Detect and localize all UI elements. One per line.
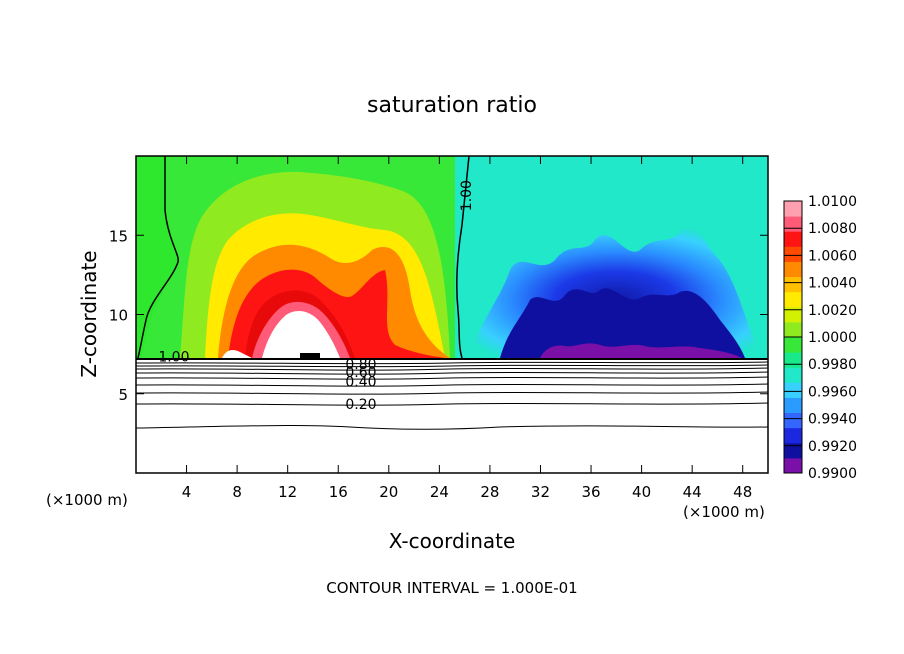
colorbar-swatch [784, 427, 802, 444]
colorbar-swatch [784, 231, 802, 247]
colorbar-swatch [784, 276, 802, 293]
x-tick-label: 36 [581, 483, 600, 501]
field-cloud-white-2 [222, 350, 252, 358]
colorbar-swatch [784, 397, 802, 414]
contour-label: 0.60 [345, 365, 376, 381]
contour-line [136, 361, 768, 365]
y-tick-label: 5 [118, 386, 128, 404]
contour-line-1-00-right [456, 156, 470, 359]
contour-line [136, 371, 768, 375]
contour-label: 1.00 [158, 349, 189, 365]
x-unit-left: (×1000 m) [46, 491, 128, 509]
y-tick-label: 10 [109, 307, 128, 325]
x-axis-label: X-coordinate [389, 529, 516, 553]
contour-line [136, 424, 768, 430]
field-cloud-white [262, 310, 340, 358]
y-axis-ticks: 5 10 15 [109, 227, 768, 404]
colorbar-swatch [784, 382, 802, 398]
colorbar-swatch [784, 412, 802, 429]
x-tick-label: 48 [733, 483, 752, 501]
colorbar-tick-label: 1.0020 [808, 303, 857, 319]
x-tick-label: 8 [232, 483, 242, 501]
terrain-bump [300, 353, 320, 358]
colorbar-swatch [784, 246, 802, 262]
x-tick-label: 12 [278, 483, 297, 501]
colorbar-swatch [784, 442, 802, 459]
x-tick-label: 44 [683, 483, 702, 501]
contour-line [136, 367, 768, 371]
x-tick-label: 24 [430, 483, 449, 501]
contour-line-1-00-left [137, 156, 179, 359]
x-tick-label: 4 [182, 483, 192, 501]
colorbar-swatch [784, 201, 802, 217]
contour-line [136, 364, 768, 368]
contour-label: 0.80 [345, 357, 376, 373]
y-tick-label: 15 [109, 227, 128, 245]
x-tick-label: 28 [480, 483, 499, 501]
colorbar-tick-label: 0.9920 [808, 439, 857, 455]
colorbar-tick-label: 0.9900 [808, 466, 857, 482]
contour-line [136, 376, 768, 380]
contour-line [136, 383, 768, 387]
field-lower-layer [136, 358, 768, 473]
colorbar-swatch [784, 216, 802, 232]
contour-interval-note: CONTOUR INTERVAL = 1.000E-01 [326, 579, 577, 597]
contour-line [136, 402, 768, 406]
contour-lines-lower [136, 358, 768, 430]
chart-title: saturation ratio [367, 93, 537, 118]
x-unit-right: (×1000 m) [683, 503, 765, 521]
colorbar-tick-label: 0.9960 [808, 384, 857, 400]
contour-label: 0.40 [345, 375, 376, 391]
contour-labels: 1.00 1.00 0.800.600.40 0.20 [158, 180, 475, 413]
colorbar-tick-label: 1.0000 [808, 330, 857, 346]
x-tick-label: 20 [379, 483, 398, 501]
x-tick-label: 32 [531, 483, 550, 501]
field-green-band [136, 156, 178, 358]
colorbar-swatch [784, 306, 802, 323]
contour-label: 0.20 [345, 397, 376, 413]
colorbar-swatch [784, 321, 802, 338]
x-tick-label: 16 [329, 483, 348, 501]
colorbar-tick-label: 1.0100 [808, 194, 857, 210]
colorbar-swatch [784, 337, 802, 353]
colorbar-swatch [784, 291, 802, 308]
colorbar-swatch [784, 367, 802, 383]
contour-line [136, 391, 768, 395]
x-tick-label: 40 [632, 483, 651, 501]
colorbar-swatch [784, 457, 802, 474]
colorbar: 1.0100 1.0080 1.0060 1.0040 1.0020 1.0000 0.99… [783, 194, 857, 482]
x-axis-ticks: 4 8 12 16 20 24 28 32 36 40 44 48 [182, 156, 752, 501]
field-subsaturated-deep [500, 288, 745, 358]
colorbar-tick-label: 0.9980 [808, 357, 857, 373]
contour-label: 1.00 [459, 180, 475, 211]
field-subsaturated-purple [540, 343, 742, 358]
plot-area [136, 156, 768, 473]
colorbar-tick-label: 1.0040 [808, 276, 857, 292]
colorbar-tick-label: 1.0080 [808, 221, 857, 237]
colorbar-tick-label: 0.9940 [808, 412, 857, 428]
y-axis-label: Z-coordinate [77, 250, 101, 377]
colorbar-swatch [784, 352, 802, 368]
colorbar-tick-label: 1.0060 [808, 248, 857, 264]
colorbar-swatch [784, 261, 802, 278]
